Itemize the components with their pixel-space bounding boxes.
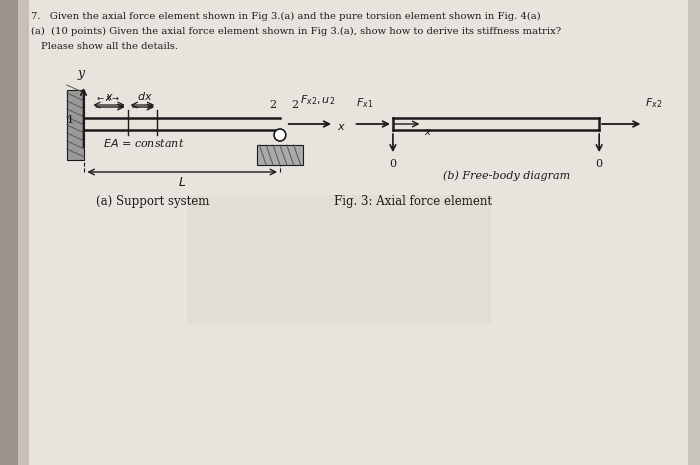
- Text: 1: 1: [66, 115, 74, 125]
- Bar: [258, 145, 302, 165]
- Text: $F_{x1}$: $F_{x1}$: [356, 96, 373, 110]
- Text: $x$: $x$: [104, 92, 113, 102]
- Text: (b) Free-body diagram: (b) Free-body diagram: [442, 170, 570, 180]
- Circle shape: [274, 129, 286, 141]
- Text: $\leftarrow x \rightarrow$: $\leftarrow x \rightarrow$: [95, 94, 121, 103]
- Bar: [66, 90, 85, 160]
- Text: Fig. 3: Axial force element: Fig. 3: Axial force element: [333, 195, 491, 208]
- Text: $EA$ = constant: $EA$ = constant: [103, 137, 185, 149]
- Text: Please show all the details.: Please show all the details.: [41, 42, 178, 51]
- Text: y: y: [77, 67, 84, 80]
- Text: $x$: $x$: [424, 127, 433, 137]
- Text: (a)  (10 points) Given the axial force element shown in Fig 3.(a), show how to d: (a) (10 points) Given the axial force el…: [32, 27, 561, 36]
- Text: $x$: $x$: [337, 122, 346, 132]
- Bar: [0, 0, 18, 465]
- Text: $F_{x2},u_2$: $F_{x2},u_2$: [300, 93, 335, 107]
- Text: (a) Support system: (a) Support system: [96, 195, 209, 208]
- Text: 2: 2: [292, 100, 299, 110]
- Bar: [18, 0, 29, 465]
- Text: 7.   Given the axial force element shown in Fig 3.(a) and the pure torsion eleme: 7. Given the axial force element shown i…: [32, 12, 541, 21]
- Text: 0: 0: [389, 159, 396, 169]
- Text: $F_{x2}$: $F_{x2}$: [645, 96, 662, 110]
- Text: $L$: $L$: [178, 176, 186, 189]
- Bar: [187, 195, 491, 325]
- Text: $dx$: $dx$: [136, 90, 153, 102]
- Text: 2: 2: [270, 100, 276, 110]
- Text: 0: 0: [596, 159, 603, 169]
